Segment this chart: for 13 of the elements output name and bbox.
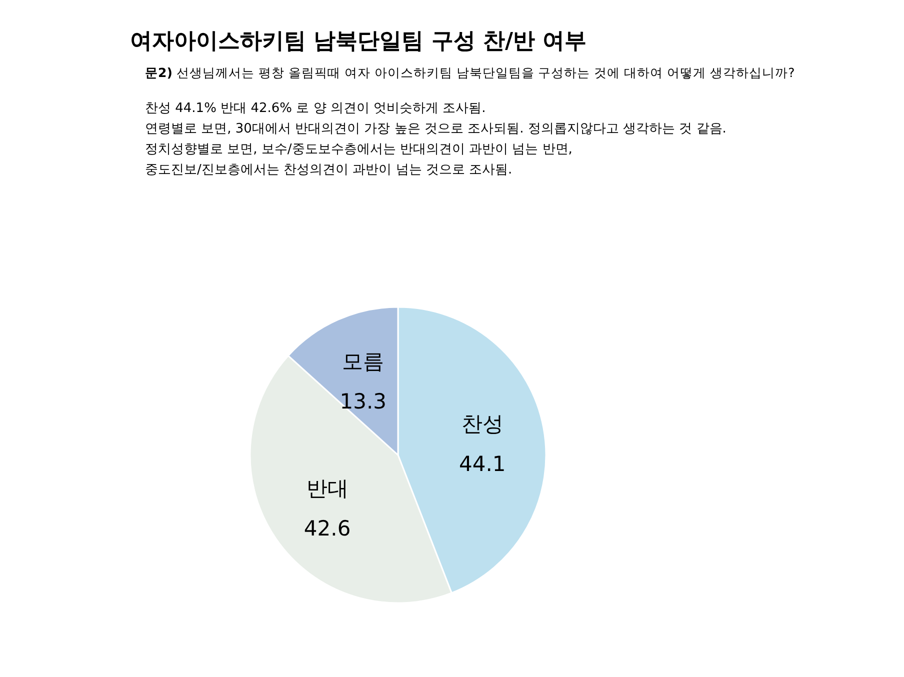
annotation: 연령별로 보면, 30대에서 반대의견이 가장 높은 것으로 조사되됨. 정의롭지않다고 생각하는 것 같음.: [145, 122, 726, 136]
annotation: 정치성향별로 보면, 보수/중도보수층에서는 반대의견이 과반이 넘는 반면,: [145, 142, 572, 157]
data-label: 13.3: [340, 390, 387, 414]
title: 여자아이스하키팀 남북단일팀 구성 찬/반 여부: [130, 29, 587, 54]
data-label: 44.1: [458, 452, 506, 476]
pie: 찬성 44.1 반대 42.6 모름 13.3: [249, 306, 546, 604]
data-label: 42.6: [304, 516, 351, 541]
annotation: 중도진보/진보층에서는 찬성의견이 과반이 넘는 것으로 조사됨.: [145, 162, 512, 178]
slice-label: 모름: [342, 350, 384, 374]
slice-label: 반대: [306, 476, 348, 501]
slice-label: 찬성: [461, 412, 504, 436]
subtitle: 문2) 선생님께서는 평창 올림픽때 여자 아이스하키팀 남북단일팀을 구성하는 것에 대하여 어떻게 생각하십니까?: [145, 65, 795, 80]
annotation: 찬성 44.1% 반대 42.6% 로 양 의견이 엇비슷하게 조사됨.: [145, 101, 486, 116]
